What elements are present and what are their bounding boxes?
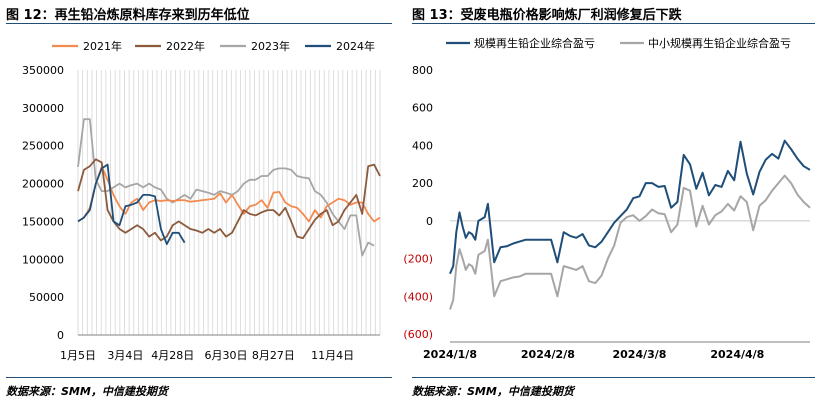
left-series-line-2022 [77, 158, 381, 242]
right-y-tick-label: 400 [412, 139, 433, 152]
left-y-tick-label: 350000 [22, 64, 64, 77]
right-title-rule [412, 23, 815, 24]
left-y-tick-label: 150000 [22, 215, 64, 228]
right-x-tick-label: 2024/2/8 [521, 348, 575, 361]
right-y-tick-label: (600) [403, 328, 433, 341]
right-x-tick-label: 2024/1/8 [423, 348, 477, 361]
right-y-tick-label: 200 [412, 177, 433, 190]
left-legend-label: 2023年 [251, 39, 290, 53]
left-y-tick-label: 200000 [22, 178, 64, 191]
left-x-tick-label: 3月4日 [107, 349, 143, 362]
right-series-line-small [449, 174, 811, 310]
right-x-tick-label: 2024/4/8 [710, 348, 764, 361]
left-x-tick-label: 1月5日 [60, 349, 96, 362]
left-legend-label: 2021年 [83, 39, 122, 53]
left-series-line-2023 [77, 118, 375, 257]
right-legend-label: 规模再生铅企业综合盈亏 [474, 36, 595, 50]
left-x-tick-label: 4月28日 [151, 349, 194, 362]
left-y-tick-label: 50000 [29, 291, 64, 304]
left-legend-label: 2022年 [166, 39, 205, 53]
right-y-tick-label: 800 [412, 64, 433, 77]
left-y-tick-label: 300000 [22, 102, 64, 115]
right-legend-label: 中小规模再生铅企业综合盈亏 [648, 36, 791, 50]
right-series-line-large [449, 139, 811, 275]
left-source-rule [6, 377, 392, 378]
left-x-tick-label: 6月30日 [205, 349, 248, 362]
left-legend-label: 2024年 [336, 39, 375, 53]
left-x-tick-label: 11月4日 [311, 349, 354, 362]
right-source-note: 数据来源：SMM，中信建投期货 [412, 385, 574, 398]
right-y-tick-label: (400) [403, 290, 433, 303]
left-title-rule [6, 23, 392, 24]
left-source-note: 数据来源：SMM，中信建投期货 [6, 385, 168, 398]
right-y-tick-label: 0 [426, 215, 433, 228]
right-y-tick-label: 600 [412, 102, 433, 115]
right-x-tick-label: 2024/3/8 [612, 348, 666, 361]
left-series-line-2021 [77, 165, 381, 223]
left-y-tick-label: 250000 [22, 140, 64, 153]
left-y-tick-label: 100000 [22, 253, 64, 266]
right-chart-title: 图 13：受废电瓶价格影响炼厂利润修复后下跌 [412, 8, 682, 23]
right-source-rule [412, 377, 815, 378]
left-series-line-2024 [77, 163, 186, 246]
right-y-tick-label: (200) [403, 253, 433, 266]
left-x-tick-label: 8月27日 [252, 349, 295, 362]
left-y-tick-label: 0 [57, 329, 64, 342]
left-chart-title: 图 12：再生铅冶炼原料库存来到历年低位 [6, 8, 250, 23]
